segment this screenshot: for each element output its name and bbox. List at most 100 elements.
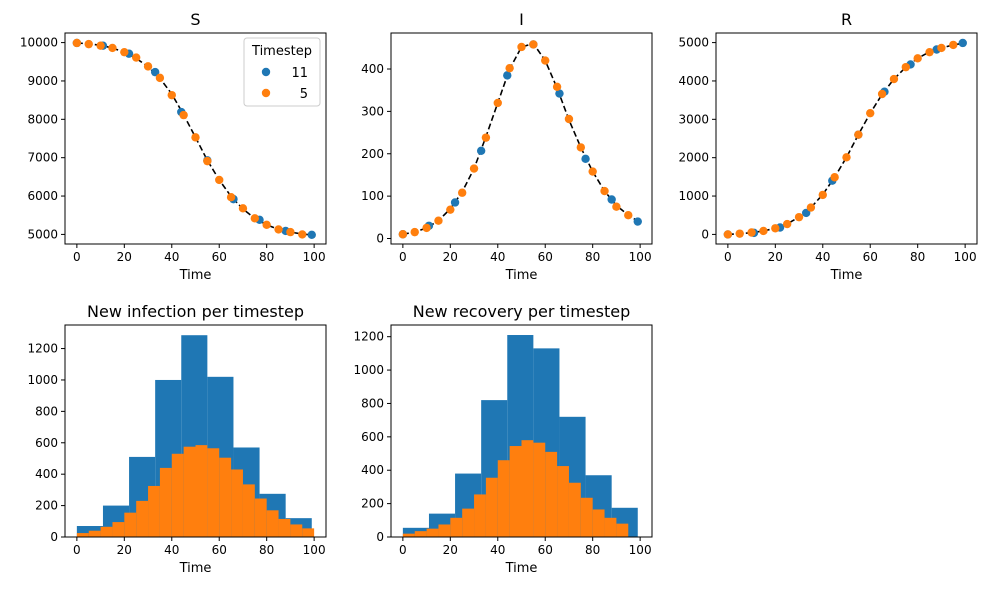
y-tick-label: 100 bbox=[361, 189, 384, 203]
point-series-5 bbox=[84, 39, 93, 49]
axes-frame bbox=[390, 32, 653, 245]
x-tick-label: 60 bbox=[538, 543, 553, 557]
x-axis-label: Time bbox=[179, 268, 212, 283]
bar-series-5 bbox=[278, 518, 291, 537]
chart-title: I bbox=[519, 10, 524, 29]
y-tick-label: 1000 bbox=[27, 373, 58, 387]
x-tick-label: 20 bbox=[443, 543, 458, 557]
point-series-5 bbox=[469, 164, 479, 173]
y-tick-label: 10000 bbox=[20, 36, 58, 50]
bar-series-5 bbox=[195, 445, 208, 537]
point-series-5 bbox=[457, 188, 467, 197]
y-tick-label: 2000 bbox=[678, 151, 709, 165]
y-tick-label: 1000 bbox=[353, 363, 384, 377]
point-series-5 bbox=[422, 223, 431, 233]
point-series-5 bbox=[830, 173, 839, 182]
chart-title: S bbox=[190, 10, 200, 29]
point-series-5 bbox=[842, 153, 851, 162]
point-series-5 bbox=[877, 89, 887, 99]
point-series-5 bbox=[262, 220, 271, 230]
point-series-5 bbox=[564, 114, 574, 124]
x-tick-label: 0 bbox=[73, 543, 81, 557]
point-series-5 bbox=[96, 41, 105, 50]
x-axis-label: Time bbox=[505, 561, 538, 576]
axes-frame bbox=[390, 324, 653, 538]
x-tick-label: 0 bbox=[724, 250, 732, 264]
point-series-5 bbox=[913, 54, 922, 63]
chart-title: R bbox=[841, 10, 852, 29]
y-tick-label: 600 bbox=[361, 430, 384, 444]
point-series-5 bbox=[600, 186, 609, 196]
bar-series-5 bbox=[100, 526, 113, 537]
point-series-5 bbox=[949, 40, 958, 50]
point-series-11 bbox=[307, 230, 316, 239]
y-tick-label: 3000 bbox=[678, 112, 709, 126]
bar-series-5 bbox=[557, 466, 569, 537]
x-tick-label: 20 bbox=[117, 543, 132, 557]
y-tick-label: 1200 bbox=[353, 330, 384, 344]
legend-label: 5 bbox=[300, 87, 308, 102]
point-series-5 bbox=[398, 230, 408, 239]
legend-marker bbox=[261, 88, 271, 98]
x-tick-label: 20 bbox=[117, 250, 132, 264]
point-series-5 bbox=[143, 62, 153, 71]
bar-series-5 bbox=[545, 451, 558, 537]
bar-series-5 bbox=[219, 457, 232, 537]
bar-series-5 bbox=[124, 512, 137, 537]
bar-series-5 bbox=[616, 523, 629, 537]
bar-series-5 bbox=[159, 467, 172, 537]
point-series-5 bbox=[481, 133, 491, 142]
bar-series-5 bbox=[414, 531, 427, 537]
bar-series-5 bbox=[521, 440, 534, 537]
legend-marker bbox=[261, 67, 271, 77]
bar-series-5 bbox=[426, 528, 439, 537]
point-series-5 bbox=[72, 38, 82, 48]
point-series-5 bbox=[782, 219, 792, 229]
bar-series-5 bbox=[88, 530, 101, 537]
x-tick-label: 100 bbox=[629, 543, 652, 557]
point-series-5 bbox=[723, 230, 733, 239]
x-tick-label: 100 bbox=[954, 250, 977, 264]
y-tick-label: 1200 bbox=[27, 342, 58, 356]
point-series-5 bbox=[624, 210, 633, 220]
x-tick-label: 0 bbox=[399, 543, 407, 557]
chart-s: 0 20 40 60 80 100 5000 6000 7000 8000 9000 10000 S Ti… bbox=[20, 10, 327, 283]
point-series-5 bbox=[108, 43, 117, 53]
point-series-5 bbox=[771, 224, 780, 233]
point-series-11 bbox=[476, 146, 486, 155]
x-tick-label: 40 bbox=[490, 543, 505, 557]
x-tick-label: 40 bbox=[164, 543, 179, 557]
point-series-5 bbox=[274, 225, 283, 234]
y-tick-label: 200 bbox=[361, 147, 384, 161]
point-series-11 bbox=[555, 89, 564, 98]
point-series-5 bbox=[901, 62, 911, 72]
point-series-5 bbox=[529, 40, 538, 49]
point-series-5 bbox=[434, 216, 443, 225]
x-tick-label: 80 bbox=[910, 250, 925, 264]
y-tick-label: 300 bbox=[361, 104, 384, 118]
bar-series-5 bbox=[402, 533, 415, 537]
bar-series-5 bbox=[148, 485, 160, 537]
x-tick-label: 40 bbox=[490, 250, 505, 264]
y-tick-label: 4000 bbox=[678, 74, 709, 88]
y-tick-label: 200 bbox=[35, 499, 58, 513]
y-tick-label: 9000 bbox=[27, 74, 58, 88]
bar-series-5 bbox=[266, 510, 279, 537]
bar-series-5 bbox=[136, 500, 149, 537]
point-series-5 bbox=[167, 90, 176, 100]
point-series-5 bbox=[747, 228, 756, 237]
point-series-5 bbox=[410, 227, 419, 237]
point-series-5 bbox=[155, 73, 165, 83]
y-tick-label: 400 bbox=[35, 467, 58, 481]
x-axis-label: Time bbox=[505, 268, 538, 283]
bar-series-5 bbox=[112, 522, 125, 537]
x-tick-label: 40 bbox=[815, 250, 830, 264]
y-tick-label: 6000 bbox=[27, 189, 58, 203]
point-series-5 bbox=[889, 74, 899, 84]
bar-series-5 bbox=[462, 508, 475, 537]
point-series-5 bbox=[588, 167, 597, 176]
y-tick-label: 0 bbox=[50, 530, 58, 544]
point-series-5 bbox=[446, 205, 455, 214]
